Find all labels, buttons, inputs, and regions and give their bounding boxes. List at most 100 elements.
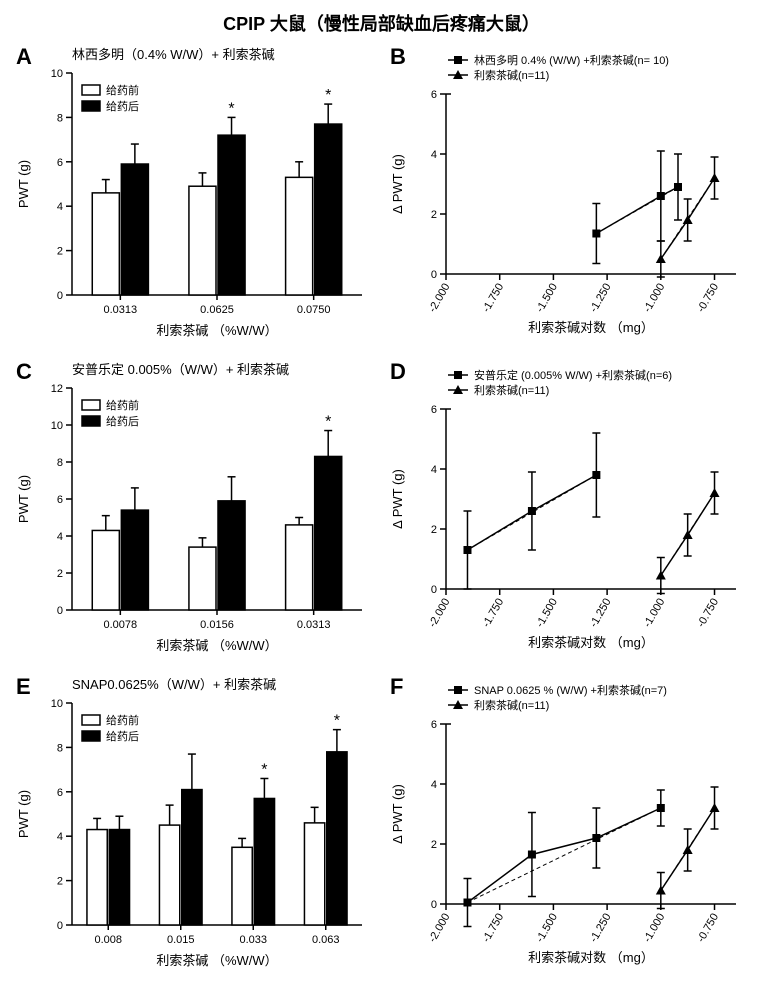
panel-F-label: F <box>390 674 403 700</box>
svg-text:-2.000: -2.000 <box>427 597 453 630</box>
svg-text:-1.250: -1.250 <box>588 282 614 315</box>
svg-text:4: 4 <box>431 779 437 791</box>
svg-text:4: 4 <box>57 201 63 213</box>
svg-text:*: * <box>261 761 267 778</box>
panel-C-label: C <box>16 359 32 385</box>
svg-text:*: * <box>334 713 340 730</box>
chart-grid: A 林西多明（0.4% W/W）+ 利索茶碱 0 2 4 6 8 10 PWT (g) 0.0… <box>10 44 753 985</box>
svg-text:-1.000: -1.000 <box>641 912 667 945</box>
svg-text:-2.000: -2.000 <box>427 282 453 315</box>
svg-text:-2.000: -2.000 <box>427 912 453 945</box>
panel-A: A 林西多明（0.4% W/W）+ 利索茶碱 0 2 4 6 8 10 PWT (g) 0.0… <box>10 44 380 355</box>
svg-text:0.063: 0.063 <box>312 934 340 946</box>
svg-text:利索茶碱对数 （mg）: 利索茶碱对数 （mg） <box>528 320 654 335</box>
svg-text:-1.250: -1.250 <box>588 912 614 945</box>
svg-text:6: 6 <box>431 404 437 416</box>
svg-text:-1.750: -1.750 <box>480 597 506 630</box>
panel-F: F 0 2 4 6 Δ PWT (g) -2.000 -1.750 -1.500 -1.250 -… <box>384 674 754 985</box>
svg-text:*: * <box>325 414 331 431</box>
svg-text:6: 6 <box>431 89 437 101</box>
svg-text:6: 6 <box>57 157 63 169</box>
svg-text:2: 2 <box>431 524 437 536</box>
svg-text:利索茶碱 （%W/W）: 利索茶碱 （%W/W） <box>156 323 277 338</box>
svg-text:0.0313: 0.0313 <box>104 304 138 316</box>
svg-text:0.015: 0.015 <box>167 934 195 946</box>
svg-text:Δ PWT (g): Δ PWT (g) <box>390 469 405 529</box>
svg-text:-1.500: -1.500 <box>534 912 560 945</box>
svg-text:给药前: 给药前 <box>106 713 139 727</box>
svg-text:0.0156: 0.0156 <box>200 619 234 631</box>
page-title: CPIP 大鼠（慢性局部缺血后疼痛大鼠） <box>10 10 753 36</box>
svg-text:利索茶碱对数 （mg）: 利索茶碱对数 （mg） <box>528 950 654 965</box>
svg-text:-1.000: -1.000 <box>641 597 667 630</box>
svg-text:给药后: 给药后 <box>106 415 139 428</box>
svg-text:0: 0 <box>57 290 63 302</box>
svg-text:利索茶碱(n=11): 利索茶碱(n=11) <box>474 68 549 82</box>
svg-text:8: 8 <box>57 112 63 124</box>
panel-D-label: D <box>390 359 406 385</box>
svg-text:2: 2 <box>57 876 63 888</box>
svg-text:0: 0 <box>57 605 63 617</box>
svg-text:0.0313: 0.0313 <box>297 619 331 631</box>
svg-text:PWT (g): PWT (g) <box>16 475 31 523</box>
panel-A-label: A <box>16 44 32 70</box>
svg-text:利索茶碱 （%W/W）: 利索茶碱 （%W/W） <box>156 953 277 968</box>
svg-text:8: 8 <box>57 457 63 469</box>
svg-text:4: 4 <box>57 531 63 543</box>
svg-text:2: 2 <box>57 568 63 580</box>
chart-C: 0 2 4 6 8 10 12 PWT (g) 0.0078 0.0156 * 0.0313 利索茶碱 … <box>10 380 380 670</box>
svg-text:0.0078: 0.0078 <box>104 619 138 631</box>
panel-D: D 0246Δ PWT (g)-2.000-1.750-1.500-1.250-… <box>384 359 754 670</box>
panel-E: E SNAP0.0625%（W/W）+ 利索茶碱 0246810PWT (g)0… <box>10 674 380 985</box>
svg-text:-1.250: -1.250 <box>588 597 614 630</box>
svg-text:0: 0 <box>57 920 63 932</box>
svg-text:*: * <box>325 87 331 104</box>
svg-text:-1.500: -1.500 <box>534 597 560 630</box>
svg-text:0: 0 <box>431 269 437 281</box>
svg-text:0.033: 0.033 <box>239 934 267 946</box>
svg-text:10: 10 <box>51 420 63 432</box>
svg-text:-0.750: -0.750 <box>695 912 721 945</box>
panel-A-title: 林西多明（0.4% W/W）+ 利索茶碱 <box>10 44 380 63</box>
chart-A: 0246810PWT (g)0.0313*0.0625*0.0750利索茶碱 （… <box>10 65 380 355</box>
chart-F: 0 2 4 6 Δ PWT (g) -2.000 -1.750 -1.500 -1.250 -1.… <box>384 674 754 974</box>
svg-text:4: 4 <box>57 831 63 843</box>
svg-text:6: 6 <box>431 719 437 731</box>
svg-text:0: 0 <box>431 899 437 911</box>
svg-text:给药前: 给药前 <box>106 83 139 97</box>
svg-text:利索茶碱 （%W/W）: 利索茶碱 （%W/W） <box>156 638 277 653</box>
svg-text:2: 2 <box>431 839 437 851</box>
svg-text:*: * <box>228 100 234 117</box>
svg-text:SNAP 0.0625 % (W/W) +利索茶碱(n=7): SNAP 0.0625 % (W/W) +利索茶碱(n=7) <box>474 683 667 697</box>
svg-text:2: 2 <box>431 209 437 221</box>
panel-E-label: E <box>16 674 31 700</box>
svg-text:4: 4 <box>431 464 437 476</box>
panel-B-label: B <box>390 44 406 70</box>
svg-text:给药后: 给药后 <box>106 100 139 113</box>
svg-text:利索茶碱(n=11): 利索茶碱(n=11) <box>474 383 549 397</box>
svg-text:利索茶碱对数 （mg）: 利索茶碱对数 （mg） <box>528 635 654 650</box>
svg-text:2: 2 <box>57 246 63 258</box>
svg-text:PWT (g): PWT (g) <box>16 160 31 208</box>
chart-B: 0246Δ PWT (g)-2.000-1.750-1.500-1.250-1.… <box>384 44 754 344</box>
svg-text:PWT (g): PWT (g) <box>16 790 31 838</box>
svg-text:-1.750: -1.750 <box>480 282 506 315</box>
svg-text:给药后: 给药后 <box>106 730 139 743</box>
svg-text:Δ PWT (g): Δ PWT (g) <box>390 154 405 214</box>
svg-text:安普乐定 (0.005% W/W) +利索茶碱(n=6): 安普乐定 (0.005% W/W) +利索茶碱(n=6) <box>474 368 672 382</box>
svg-text:6: 6 <box>57 494 63 506</box>
svg-text:Δ PWT (g): Δ PWT (g) <box>390 784 405 844</box>
svg-text:0.0750: 0.0750 <box>297 304 331 316</box>
svg-text:-1.500: -1.500 <box>534 282 560 315</box>
panel-B: B 0246Δ PWT (g)-2.000-1.750-1.500-1.250-… <box>384 44 754 355</box>
chart-D: 0246Δ PWT (g)-2.000-1.750-1.500-1.250-1.… <box>384 359 754 659</box>
svg-text:-1.750: -1.750 <box>480 912 506 945</box>
chart-E: 0246810PWT (g)0.0080.015*0.033*0.063利索茶碱… <box>10 695 380 985</box>
svg-text:利索茶碱(n=11): 利索茶碱(n=11) <box>474 698 549 712</box>
svg-text:12: 12 <box>51 383 63 395</box>
svg-text:0.008: 0.008 <box>94 934 122 946</box>
panel-C: C 安普乐定 0.005%（W/W）+ 利索茶碱 024681012PWT (g… <box>10 359 380 670</box>
svg-text:10: 10 <box>51 68 63 80</box>
svg-text:给药前: 给药前 <box>106 398 139 412</box>
svg-text:-1.000: -1.000 <box>641 282 667 315</box>
